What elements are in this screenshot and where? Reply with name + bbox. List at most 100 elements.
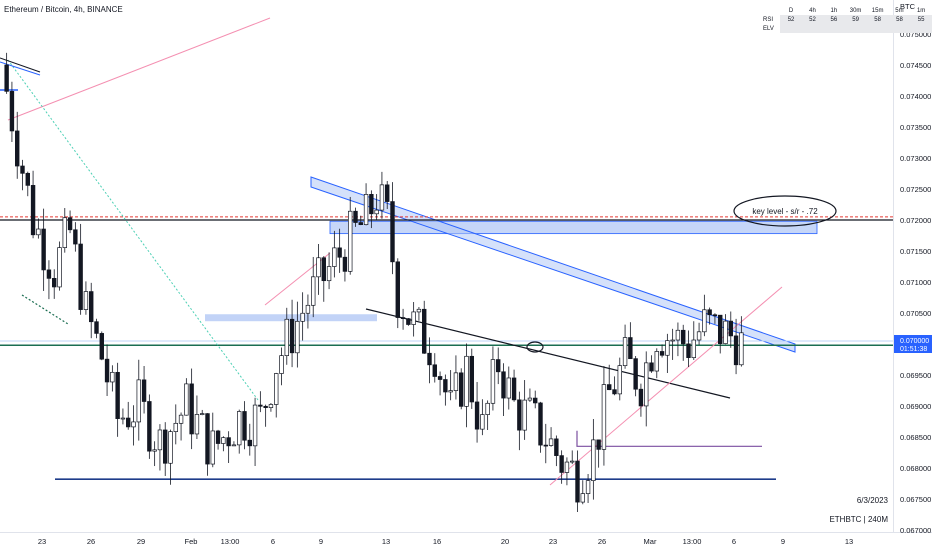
candle-up — [585, 480, 591, 494]
candle-down — [633, 358, 638, 390]
table-cell — [888, 24, 911, 33]
candle-down — [607, 384, 612, 391]
candle-up — [580, 493, 585, 503]
price-tick-label: 0.069000 — [900, 402, 931, 411]
candle-down — [628, 337, 633, 360]
table-col-header: 1m — [916, 7, 926, 14]
candle-up — [665, 340, 670, 356]
time-tick-label: 13 — [382, 537, 390, 546]
time-tick-label: 9 — [319, 537, 323, 546]
price-tick-label: 0.067500 — [900, 495, 931, 504]
candle-up — [348, 210, 353, 272]
candle-down — [400, 317, 406, 319]
candle-up — [36, 228, 41, 236]
candle-up — [231, 444, 237, 447]
candle-up — [131, 421, 136, 428]
candle-up — [326, 266, 332, 282]
candle-up — [739, 332, 744, 366]
price-tick-label: 0.074500 — [900, 61, 931, 70]
candle-down — [733, 335, 739, 366]
candle-down — [337, 247, 342, 258]
candles-group — [4, 52, 744, 513]
candle-down — [263, 405, 268, 408]
candle-up — [83, 291, 89, 310]
table-cell — [823, 24, 845, 33]
candle-up — [416, 308, 422, 313]
candle-down — [543, 444, 548, 447]
indicator-table: D 4h 1h 30m 15m 5m 1m RSI 52 52 56 59 58… — [761, 6, 932, 33]
currency-label: BTC — [900, 2, 916, 11]
price-badge-countdown: 01:51:38 — [900, 346, 927, 353]
candle-up — [178, 414, 184, 424]
candle-down — [707, 309, 712, 316]
candle-up — [675, 329, 681, 341]
candle-up — [363, 194, 369, 226]
candle-up — [168, 431, 173, 464]
time-tick-label: 6 — [271, 537, 275, 546]
candle-down — [289, 318, 295, 354]
candle-down — [163, 429, 168, 464]
candle-up — [506, 377, 511, 399]
candle-down — [73, 229, 78, 245]
time-tick-label: 26 — [598, 537, 606, 546]
candle-up — [453, 372, 459, 391]
watermark-symbol: ETHBTC | 240M — [829, 515, 888, 524]
table-cell — [866, 24, 889, 33]
candle-up — [570, 460, 575, 463]
time-tick-label: 23 — [549, 537, 557, 546]
candle-down — [718, 314, 723, 345]
time-tick-label: 26 — [87, 537, 95, 546]
time-tick-label: 16 — [433, 537, 441, 546]
price-tick-label: 0.070500 — [900, 309, 931, 318]
candle-up — [379, 184, 385, 211]
candle-up — [527, 397, 533, 401]
candle-up — [448, 390, 453, 393]
candle-down — [612, 389, 617, 395]
candle-down — [52, 278, 57, 288]
table-cell — [780, 24, 802, 33]
candle-up — [617, 365, 622, 395]
candle-down — [517, 399, 522, 431]
price-tick-label: 0.069500 — [900, 371, 931, 380]
candle-down — [226, 437, 231, 447]
candle-down — [422, 308, 427, 354]
candle-up — [252, 404, 258, 447]
candle-up — [691, 339, 696, 358]
candle-down — [501, 371, 506, 399]
candle-up — [173, 422, 178, 432]
candle-up — [464, 355, 469, 407]
candle-down — [533, 397, 538, 404]
table-col-header: 30m — [849, 7, 862, 14]
candle-up — [522, 399, 527, 431]
candle-up — [696, 331, 702, 341]
table-cell: 56 — [823, 15, 845, 24]
candle-down — [427, 352, 432, 366]
candle-up — [332, 247, 337, 267]
time-tick-label: Feb — [185, 537, 198, 546]
candle-down — [258, 404, 263, 407]
candle-down — [712, 314, 718, 317]
candle-down — [9, 91, 15, 132]
candle-down — [115, 371, 120, 419]
table-col-header: D — [788, 7, 794, 14]
candle-down — [638, 388, 644, 407]
candle-down — [469, 355, 474, 403]
table-cell: 59 — [844, 15, 867, 24]
candle-up — [601, 384, 607, 450]
pink-trendline-top — [7, 17, 271, 121]
candle-up — [221, 437, 226, 444]
price-tick-label: 0.068500 — [900, 433, 931, 442]
candle-down — [104, 358, 110, 383]
candle-down — [432, 364, 437, 377]
candle-up — [723, 320, 728, 345]
green-dotted-line — [21, 294, 69, 325]
candle-up — [274, 373, 279, 405]
resistance-zone — [329, 220, 818, 235]
price-badge — [894, 335, 932, 353]
candle-down — [342, 256, 348, 272]
candle-down — [94, 321, 99, 334]
candle-down — [596, 439, 601, 450]
table-cell: 55 — [910, 15, 932, 24]
